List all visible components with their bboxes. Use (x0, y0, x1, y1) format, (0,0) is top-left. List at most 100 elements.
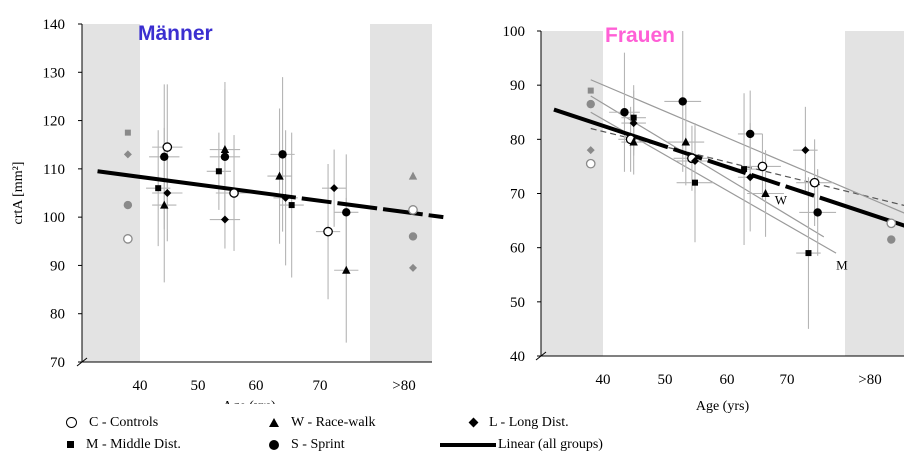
data-point-S (813, 208, 822, 217)
data-point-S (746, 129, 755, 139)
legend-item-controls: C - Controls (66, 414, 158, 432)
data-point-L (330, 184, 339, 193)
x-tick-label: 40 (133, 378, 148, 394)
data-point-M (741, 166, 748, 173)
data-point-M (215, 168, 222, 175)
data-point-S (220, 152, 230, 161)
group-line-W (590, 95, 825, 238)
data-point-S (586, 99, 595, 109)
legend-label-middle-dist: M - Middle Dist. (86, 437, 181, 452)
data-point-L (123, 150, 132, 159)
data-point-S (620, 108, 629, 117)
x-tick-label: 50 (191, 378, 206, 394)
y-tick-label: 90 (510, 78, 525, 94)
x-tick-label: >80 (858, 372, 881, 388)
data-point-W (408, 171, 418, 180)
data-point-C (123, 234, 133, 244)
chart-title: Männer (138, 22, 213, 45)
data-point-M (805, 250, 812, 257)
legend-label-race-walk: W - Race-walk (291, 415, 376, 430)
x-tick-label: 40 (596, 372, 611, 388)
data-point-L (801, 146, 810, 155)
y-tick-label: 100 (43, 210, 66, 226)
shaded-region (370, 24, 432, 362)
data-point-W (342, 265, 351, 274)
data-point-L (629, 119, 638, 128)
legend-label-linear: Linear (all groups) (498, 437, 603, 452)
y-tick-label: 40 (510, 349, 525, 365)
data-point-C (809, 177, 820, 188)
legend-item-sprint: S - Sprint (269, 436, 345, 454)
group-line-label: W (775, 192, 788, 207)
data-point-W (160, 200, 169, 209)
data-point-W (761, 189, 770, 197)
data-point-L (409, 263, 417, 272)
y-tick-label: 120 (43, 114, 66, 130)
data-point-L (746, 173, 755, 182)
triangle-icon (269, 418, 279, 428)
data-point-S (123, 200, 133, 210)
data-point-S (278, 150, 287, 159)
x-tick-label: >80 (392, 378, 415, 394)
data-point-S (887, 235, 896, 244)
group-line-label: M (836, 257, 848, 272)
legend-item-long-dist: L - Long Dist. (468, 414, 569, 432)
data-point-M (692, 179, 698, 186)
data-point-L (163, 189, 172, 197)
data-point-L (281, 193, 290, 202)
y-tick-label: 140 (43, 17, 66, 33)
group-line-C (590, 127, 904, 206)
data-point-C (162, 142, 173, 152)
x-axis-label: Age (yrs) (696, 399, 750, 414)
data-point-M (124, 129, 131, 136)
y-tick-label: 130 (43, 65, 66, 81)
x-tick-label: 70 (313, 378, 328, 394)
data-point-L (220, 215, 229, 224)
y-tick-label: 80 (510, 132, 525, 148)
y-axis-label: crtA [mm²] (11, 162, 26, 225)
data-point-S (408, 232, 418, 241)
data-point-L (586, 146, 595, 155)
data-point-M (630, 114, 637, 121)
trend-line-all-groups (553, 107, 904, 228)
data-point-C (757, 161, 768, 172)
data-point-C (585, 158, 596, 169)
data-point-W (275, 171, 284, 180)
legend-label-sprint: S - Sprint (291, 437, 345, 452)
y-tick-label: 70 (510, 187, 525, 203)
group-line-S (590, 79, 904, 214)
x-tick-label: 60 (249, 378, 264, 394)
y-tick-label: 70 (50, 355, 65, 371)
data-point-W (681, 137, 690, 146)
legend-backdrop (180, 404, 320, 418)
y-tick-label: 50 (510, 295, 525, 311)
y-tick-label: 80 (50, 307, 65, 323)
y-tick-label: 60 (510, 241, 525, 257)
legend-item-middle-dist: M - Middle Dist. (67, 436, 181, 454)
data-point-S (678, 97, 687, 106)
y-tick-label: 110 (43, 162, 65, 178)
data-point-C (323, 226, 333, 237)
x-tick-label: 50 (658, 372, 673, 388)
data-point-S (342, 208, 351, 217)
data-point-C (408, 205, 418, 215)
diamond-icon (468, 417, 479, 428)
x-tick-label: 70 (780, 372, 795, 388)
legend-label-controls: C - Controls (89, 415, 159, 430)
x-tick-label: 60 (720, 372, 735, 388)
shaded-region (82, 24, 140, 362)
legend-item-linear: Linear (all groups) (440, 436, 603, 454)
square-icon (67, 441, 74, 449)
trend-line-all-groups (97, 169, 444, 220)
thick-line-icon (440, 442, 496, 447)
shaded-region (541, 31, 603, 356)
data-point-W (629, 137, 638, 146)
chart-title: Frauen (605, 24, 675, 47)
data-point-C (886, 218, 897, 229)
data-point-L (691, 157, 699, 165)
y-tick-label: 90 (50, 258, 65, 274)
filled-circle-icon (269, 439, 279, 450)
